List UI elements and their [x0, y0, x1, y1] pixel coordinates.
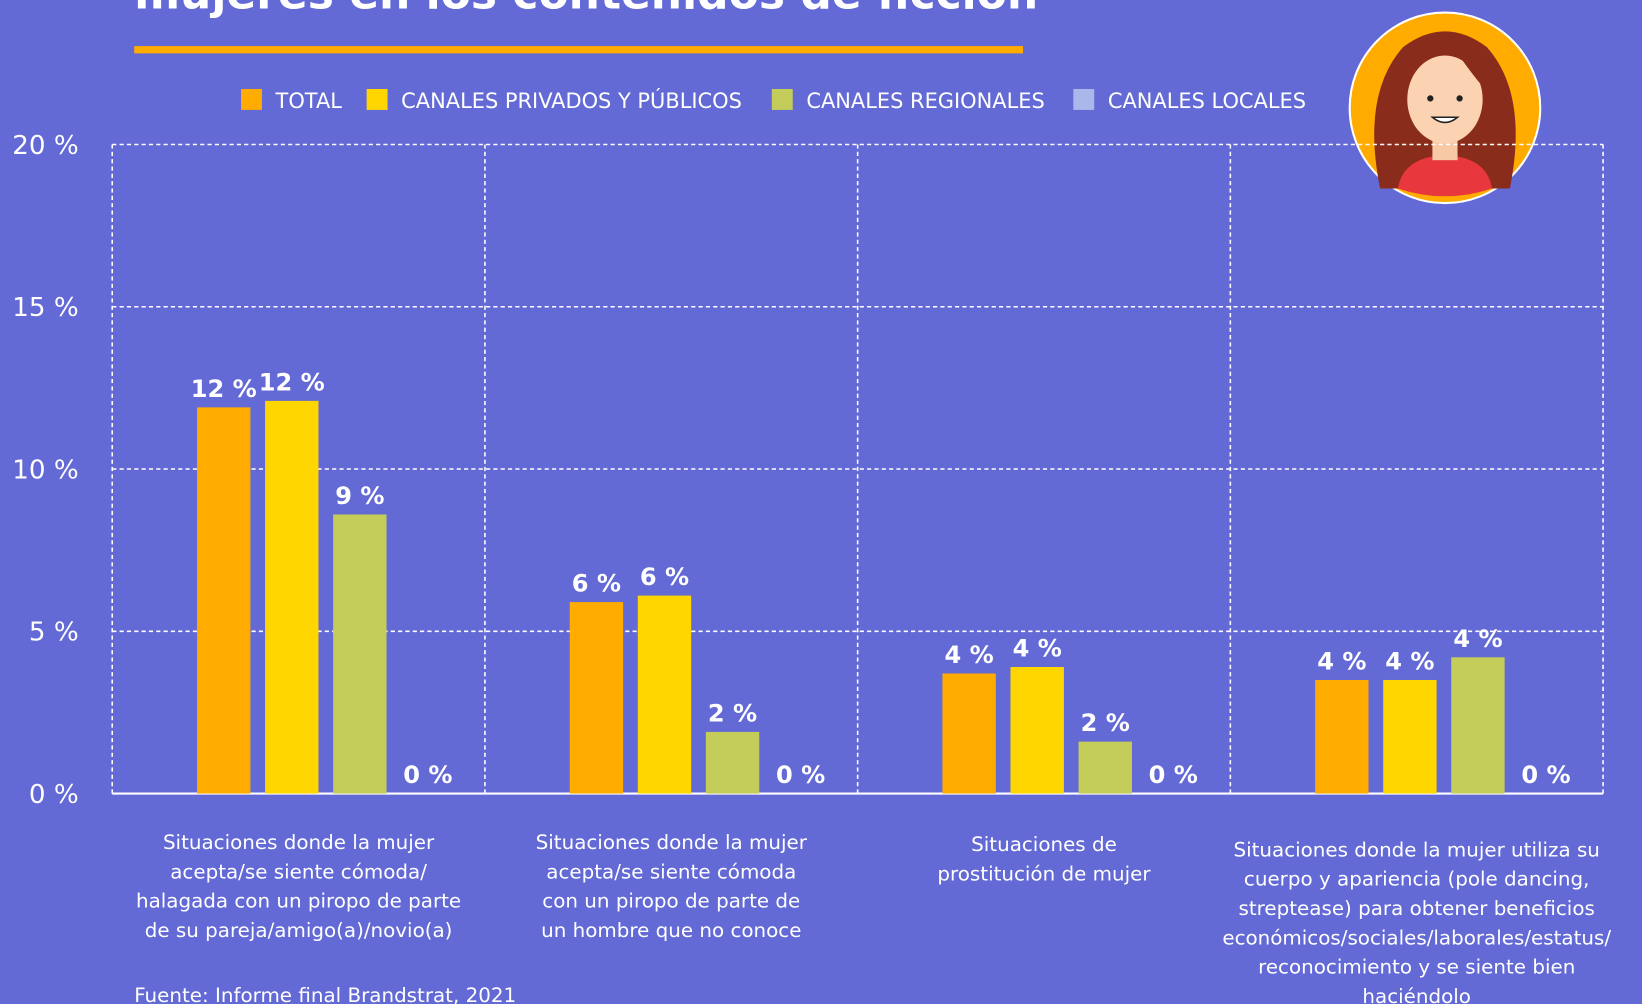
- legend-label: CANALES PRIVADOS Y PÚBLICOS: [401, 88, 742, 113]
- bar: [265, 401, 318, 794]
- value-label: 4 %: [1453, 625, 1502, 653]
- legend-swatch: [241, 89, 262, 110]
- legend-label: CANALES REGIONALES: [806, 89, 1044, 113]
- legend-label: TOTAL: [275, 89, 343, 113]
- bar: [638, 596, 691, 794]
- y-tick-label: 5 %: [29, 618, 79, 648]
- value-label: 0 %: [1521, 761, 1570, 789]
- source: Fuente: Informe final Brandstrat, 2021: [134, 984, 516, 1004]
- bar: [570, 602, 623, 793]
- value-label: 2 %: [708, 699, 757, 727]
- y-tick-label: 0 %: [29, 780, 79, 810]
- y-tick-label: 10 %: [12, 455, 78, 485]
- value-label: 0 %: [1149, 761, 1198, 789]
- y-tick-label: 20 %: [12, 131, 78, 161]
- value-label: 12 %: [259, 368, 325, 396]
- y-tick-label: 15 %: [12, 293, 78, 323]
- title-underline: [134, 46, 1023, 53]
- value-label: 0 %: [776, 761, 825, 789]
- avatar: [1350, 13, 1541, 204]
- legend-label: CANALES LOCALES: [1108, 89, 1306, 113]
- bar: [1451, 657, 1504, 793]
- legend-swatch: [772, 89, 793, 110]
- value-label: 0 %: [403, 761, 452, 789]
- value-label: 4 %: [945, 641, 994, 669]
- bar: [1383, 680, 1436, 794]
- chart-title: mujeres en los contenidos de ficción: [134, 0, 1038, 19]
- value-label: 12 %: [191, 375, 257, 403]
- page: mujeres en los contenidos de ficción Fue…: [0, 0, 1642, 1004]
- bar: [333, 514, 386, 793]
- value-label: 6 %: [640, 563, 689, 591]
- value-label: 9 %: [335, 482, 384, 510]
- legend-swatch: [367, 89, 388, 110]
- value-label: 4 %: [1317, 648, 1366, 676]
- chart: mujeres en los contenidos de ficción Fue…: [0, 0, 1642, 1004]
- legend-swatch: [1073, 89, 1094, 110]
- bar: [1315, 680, 1368, 794]
- value-label: 4 %: [1385, 648, 1434, 676]
- bar: [942, 673, 995, 793]
- bar: [1079, 742, 1132, 794]
- value-label: 6 %: [572, 570, 621, 598]
- bar: [197, 407, 250, 793]
- value-label: 4 %: [1013, 635, 1062, 663]
- bar: [706, 732, 759, 794]
- value-label: 2 %: [1081, 709, 1130, 737]
- bar: [1010, 667, 1063, 794]
